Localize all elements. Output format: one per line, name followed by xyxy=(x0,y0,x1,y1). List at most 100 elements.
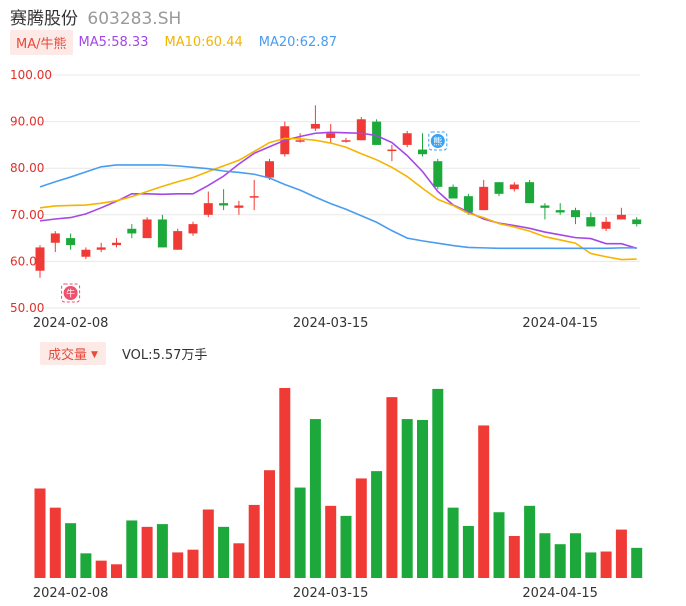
volume-bar xyxy=(202,509,214,578)
volume-x-tick-label: 2024-04-15 xyxy=(522,586,598,601)
volume-button-label: 成交量 xyxy=(48,348,88,363)
volume-bar xyxy=(371,471,383,578)
y-tick-label: 70.00 xyxy=(10,208,44,222)
volume-bar xyxy=(539,533,551,578)
signal-marker-badge xyxy=(430,134,445,148)
y-tick-label: 50.00 xyxy=(10,301,44,315)
candle-body xyxy=(402,133,412,145)
volume-bar xyxy=(248,504,260,578)
candle-body xyxy=(479,186,489,211)
y-tick-label: 90.00 xyxy=(10,115,44,129)
ma5-label: MA5:58.33 xyxy=(78,34,149,50)
candle-body xyxy=(509,184,519,190)
signal-marker-frame xyxy=(428,131,448,151)
volume-bar xyxy=(554,544,566,578)
stock-name: 赛腾股份 xyxy=(10,9,78,29)
candle-body xyxy=(234,205,244,208)
candle-body xyxy=(448,186,458,199)
volume-value: VOL:5.57万手 xyxy=(121,348,208,363)
x-tick-label: 2024-03-15 xyxy=(293,316,369,331)
volume-bar xyxy=(111,564,122,578)
candle-body xyxy=(81,249,91,257)
x-tick-label: 2024-04-15 xyxy=(522,316,598,331)
signal-marker-badge xyxy=(63,286,78,300)
volume-bar xyxy=(401,419,413,578)
caret-down-icon: ▼ xyxy=(91,350,98,360)
volume-bar xyxy=(309,419,321,578)
y-tick-label: 100.00 xyxy=(10,68,52,82)
candle-body xyxy=(494,182,504,194)
candle-body xyxy=(157,219,167,248)
signal-marker-frame xyxy=(61,283,81,303)
candle-body xyxy=(127,228,137,234)
candle-body xyxy=(601,221,611,229)
ma20-label: MA20:62.87 xyxy=(258,34,337,50)
volume-bar xyxy=(478,425,490,578)
candle-body xyxy=(326,133,336,138)
volume-bar xyxy=(126,520,138,578)
ma-toggle-button[interactable]: MA/牛熊 xyxy=(10,29,73,55)
volume-bar xyxy=(65,523,77,578)
volume-bar xyxy=(34,488,46,578)
ma-legend: MA/牛熊 MA5:58.33 MA10:60.44 MA20:62.87 xyxy=(10,29,353,55)
candle-body xyxy=(219,203,229,206)
candle-body xyxy=(555,210,565,213)
volume-bar xyxy=(233,543,245,578)
candle-body xyxy=(35,247,45,271)
stock-title: 赛腾股份 603283.SH xyxy=(10,4,181,29)
volume-bar xyxy=(156,524,168,578)
candle-body xyxy=(265,161,274,178)
candle-body xyxy=(50,233,60,243)
volume-bar xyxy=(417,419,428,578)
candle-body xyxy=(586,217,596,227)
volume-bar xyxy=(355,478,367,578)
volume-bar xyxy=(80,553,92,578)
volume-bar xyxy=(325,505,337,578)
candle-body xyxy=(142,219,152,239)
candle-body xyxy=(249,196,259,198)
candle-body xyxy=(173,231,183,250)
volume-bar xyxy=(508,535,520,578)
volume-bar xyxy=(631,547,643,578)
volume-bar xyxy=(172,552,184,578)
signal-marker-label: 牛 xyxy=(66,288,75,300)
volume-bar xyxy=(615,529,627,578)
candle-body xyxy=(112,242,121,246)
y-tick-label: 80.00 xyxy=(10,161,44,175)
volume-x-tick-label: 2024-03-15 xyxy=(293,586,369,601)
volume-bar xyxy=(187,549,199,578)
volume-bar xyxy=(294,487,306,578)
volume-bar xyxy=(386,397,398,578)
candle-body xyxy=(616,214,626,220)
candle-body xyxy=(295,140,305,142)
volume-bar xyxy=(264,470,275,578)
candle-body xyxy=(540,205,550,208)
candle-body xyxy=(632,219,642,225)
candle-body xyxy=(96,247,106,250)
candle-body xyxy=(356,119,366,141)
volume-bar xyxy=(600,551,612,578)
volume-bar xyxy=(524,505,536,578)
volume-legend: 成交量 ▼ VOL:5.57万手 xyxy=(40,342,207,365)
volume-bar xyxy=(340,515,352,578)
candle-body xyxy=(387,149,397,152)
candle-body xyxy=(341,140,351,142)
volume-bar xyxy=(141,526,153,578)
candle-body xyxy=(66,238,76,246)
ma10-line xyxy=(39,137,637,261)
ma10-label: MA10:60.44 xyxy=(164,34,243,50)
candle-body xyxy=(203,203,213,215)
volume-bar xyxy=(493,512,505,578)
candle-body xyxy=(372,121,382,145)
candle-body xyxy=(188,224,198,234)
volume-bar xyxy=(279,388,291,578)
volume-bar xyxy=(432,388,444,578)
candle-body xyxy=(571,210,580,218)
volume-bar xyxy=(95,560,107,578)
signal-marker-label: 熊 xyxy=(433,136,442,148)
ma20-line xyxy=(39,164,637,250)
volume-bar xyxy=(218,526,230,578)
volume-bar xyxy=(570,533,581,578)
volume-indicator-button[interactable]: 成交量 ▼ xyxy=(40,342,106,365)
